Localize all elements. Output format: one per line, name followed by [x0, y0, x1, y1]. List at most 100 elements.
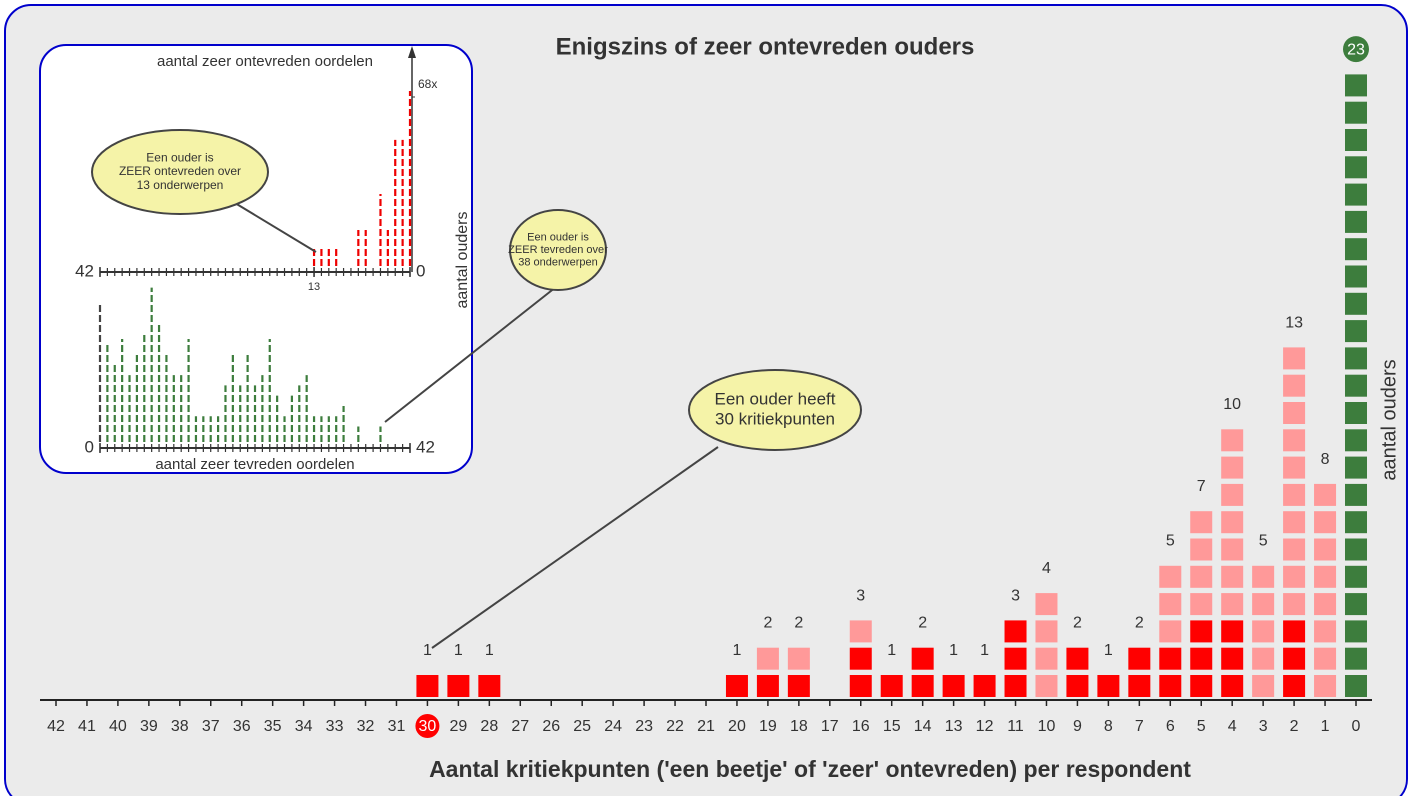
square	[911, 647, 934, 670]
x-tick-label: 8	[1104, 718, 1113, 735]
square	[1345, 156, 1367, 179]
square	[1283, 593, 1306, 616]
square	[1221, 565, 1244, 588]
square	[1345, 74, 1367, 97]
square	[1283, 538, 1306, 561]
callout-text: 38 onderwerpen	[518, 257, 598, 269]
square	[1283, 402, 1306, 424]
x-tick-label: 25	[573, 718, 591, 735]
bar-segment	[1283, 620, 1306, 697]
x-tick-label: 20	[728, 718, 746, 735]
x-tick-label: 19	[759, 718, 777, 735]
square	[1283, 374, 1306, 397]
x-tick-label: 41	[78, 718, 96, 735]
square	[942, 675, 965, 697]
bar-segment	[1097, 675, 1120, 697]
x-tick-label: 5	[1197, 718, 1206, 735]
total-label: 5	[1166, 533, 1175, 550]
callout-text: Een ouder heeft	[715, 390, 836, 409]
total-label: 23	[1347, 41, 1365, 58]
square	[1252, 675, 1275, 697]
total-label: 1	[732, 642, 741, 659]
x-tick-label: 15	[883, 718, 901, 735]
x-tick-label: 18	[790, 718, 808, 735]
square	[787, 675, 810, 697]
y-arrow	[408, 46, 416, 58]
total-label: 2	[1073, 615, 1082, 632]
x-tick-label: 34	[295, 718, 313, 735]
square	[1159, 565, 1182, 588]
bar-segment	[1159, 565, 1182, 643]
square	[1314, 483, 1337, 506]
square	[1345, 565, 1367, 588]
total-label: 1	[887, 642, 896, 659]
bar-segment	[787, 675, 810, 697]
square	[849, 620, 872, 643]
callout-text: 30 kritiekpunten	[715, 409, 835, 428]
callout-text: 13 onderwerpen	[137, 178, 224, 192]
x-tick-label: 42	[47, 718, 65, 735]
square	[1190, 675, 1213, 697]
square	[1252, 565, 1275, 588]
square	[1190, 593, 1213, 616]
x-tick-label: 30	[419, 718, 437, 735]
square	[1159, 647, 1182, 670]
bar-segment	[911, 647, 934, 697]
bar-segment	[725, 675, 748, 697]
square	[1221, 593, 1244, 616]
square	[1314, 647, 1337, 670]
bar-segment	[1190, 511, 1213, 616]
bar-segment	[1066, 647, 1089, 697]
callout-text: Een ouder is	[527, 231, 589, 243]
x-tick-label: 26	[542, 718, 560, 735]
x-tick-label: 29	[449, 718, 467, 735]
total-badge	[1343, 36, 1369, 63]
square	[1314, 675, 1337, 697]
total-label: 2	[918, 615, 927, 632]
square	[1314, 511, 1337, 534]
square	[1004, 675, 1027, 697]
square	[725, 675, 748, 697]
square	[1159, 675, 1182, 697]
square	[756, 675, 779, 697]
square	[1252, 647, 1275, 670]
square	[1035, 593, 1058, 616]
square	[1345, 374, 1367, 397]
callout-text: ZEER ontevreden over	[119, 164, 241, 178]
square	[1345, 210, 1367, 233]
bar-segment	[416, 675, 439, 697]
x-tick-label: 0	[85, 437, 94, 456]
square	[1345, 265, 1367, 288]
x-tick-label: 22	[666, 718, 684, 735]
x-tick-label: 12	[976, 718, 994, 735]
bar-segment	[880, 675, 903, 697]
square	[1128, 647, 1151, 670]
inset-title: aantal zeer ontevreden oordelen	[157, 53, 373, 70]
bar-segment	[756, 647, 779, 670]
square	[1283, 647, 1306, 670]
x-tick-label: 1	[1321, 718, 1330, 735]
x-tick-label: 32	[357, 718, 375, 735]
x-tick-label: 4	[1228, 718, 1237, 735]
square	[1314, 565, 1337, 588]
total-label: 1	[454, 642, 463, 659]
bar-segment	[1345, 74, 1367, 697]
total-label: 3	[856, 587, 865, 604]
square	[1221, 456, 1244, 479]
square	[1314, 538, 1337, 561]
bar-segment	[973, 675, 996, 697]
callout-text: ZEER tevreden over	[508, 244, 608, 256]
square	[1345, 129, 1367, 151]
x-tick-label: 11	[1007, 718, 1024, 735]
square	[1345, 647, 1367, 670]
inset-x-label: aantal zeer tevreden oordelen	[155, 456, 354, 473]
square	[1190, 565, 1213, 588]
bar-segment	[478, 675, 501, 697]
total-label: 8	[1321, 451, 1330, 468]
x-tick-label: 10	[1038, 718, 1056, 735]
square	[1345, 593, 1367, 616]
x-tick-label: 42	[75, 261, 94, 280]
square	[787, 647, 810, 670]
callout-bubble	[688, 369, 862, 451]
square	[973, 675, 996, 697]
